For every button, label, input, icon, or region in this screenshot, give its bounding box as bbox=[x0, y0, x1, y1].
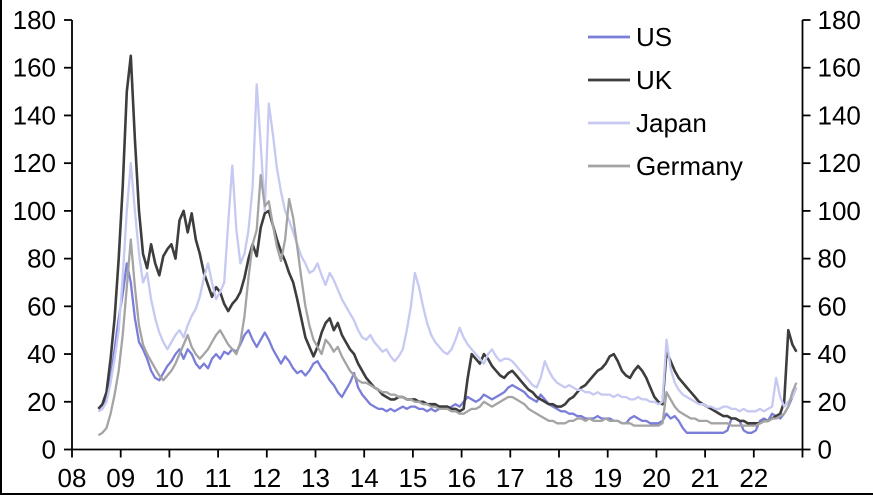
y-axis-label-right: 0 bbox=[818, 435, 832, 465]
y-axis-label-right: 20 bbox=[818, 387, 847, 417]
y-axis-label-right: 100 bbox=[818, 196, 861, 226]
x-axis-label: 16 bbox=[447, 463, 476, 493]
legend-label-us: US bbox=[636, 22, 672, 52]
legend-item-japan: Japan bbox=[588, 108, 707, 138]
y-axis-label-right: 120 bbox=[818, 148, 861, 178]
x-axis-label: 08 bbox=[58, 463, 87, 493]
series-line-germany bbox=[97, 173, 798, 437]
y-axis-label-right: 140 bbox=[818, 100, 861, 130]
x-axis-label: 09 bbox=[106, 463, 135, 493]
y-axis-label-left: 80 bbox=[27, 244, 56, 274]
y-axis-label-right: 80 bbox=[818, 244, 847, 274]
y-axis-label-right: 40 bbox=[818, 339, 847, 369]
x-axis-label: 11 bbox=[205, 463, 232, 493]
y-axis-label-left: 40 bbox=[27, 339, 56, 369]
x-axis-label: 18 bbox=[545, 463, 574, 493]
x-axis-label: 13 bbox=[301, 463, 330, 493]
y-axis-label-left: 160 bbox=[13, 53, 56, 83]
y-axis-label-left: 20 bbox=[27, 387, 56, 417]
x-axis-label: 10 bbox=[155, 463, 184, 493]
y-axis-label-right: 60 bbox=[818, 291, 847, 321]
x-axis-label: 12 bbox=[252, 463, 281, 493]
legend-label-germany: Germany bbox=[636, 151, 743, 181]
legend: US UK Japan Germany bbox=[588, 22, 743, 181]
legend-item-us: US bbox=[588, 22, 672, 52]
series-line-japan bbox=[97, 83, 798, 413]
legend-label-japan: Japan bbox=[636, 108, 707, 138]
x-axis-label: 19 bbox=[593, 463, 622, 493]
y-axis-label-left: 0 bbox=[42, 435, 56, 465]
y-axis-label-left: 120 bbox=[13, 148, 56, 178]
legend-label-uk: UK bbox=[636, 65, 673, 95]
x-axis-label: 15 bbox=[398, 463, 427, 493]
y-axis-label-left: 100 bbox=[13, 196, 56, 226]
legend-item-germany: Germany bbox=[588, 151, 743, 181]
legend-item-uk: UK bbox=[588, 65, 673, 95]
x-axis-label: 21 bbox=[691, 463, 720, 493]
y-axis-label-left: 60 bbox=[27, 291, 56, 321]
x-axis-label: 22 bbox=[739, 463, 768, 493]
y-axis-label-left: 140 bbox=[13, 100, 56, 130]
y-axis-label-right: 180 bbox=[818, 5, 861, 35]
axes-frame bbox=[71, 20, 804, 451]
x-axis-label: 14 bbox=[350, 463, 379, 493]
x-axis-label: 20 bbox=[642, 463, 671, 493]
y-axis-label-right: 160 bbox=[818, 53, 861, 83]
y-axis-label-left: 180 bbox=[13, 5, 56, 35]
x-axis-label: 17 bbox=[496, 463, 525, 493]
